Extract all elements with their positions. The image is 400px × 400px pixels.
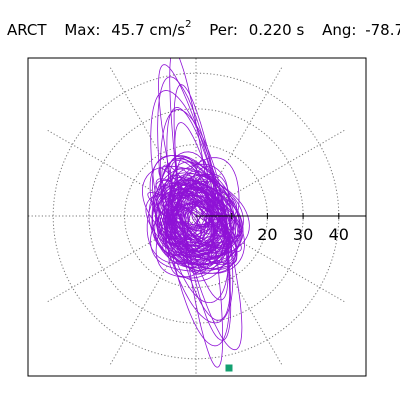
grid-spoke-120 [109, 67, 197, 217]
radial-tick-label-30: 30 [293, 225, 313, 244]
orbit-cluster-45 [146, 151, 227, 265]
orbit-cluster-81 [179, 203, 218, 255]
grid-spoke-210 [47, 215, 197, 303]
max-unit-exponent: 2 [185, 19, 192, 30]
station-code: ARCT [7, 21, 47, 39]
orbit-cluster-15 [149, 154, 235, 252]
orbit-large-2 [157, 76, 231, 347]
orbit-cluster-66 [158, 180, 240, 272]
orbit-cluster-69 [156, 179, 214, 228]
grid-spoke-30 [195, 129, 345, 217]
orbit-cluster-85 [173, 181, 222, 247]
plot-header: ARCT Max: 45.7 cm/s2 Per: 0.220 s Ang: -… [7, 18, 400, 39]
period-label: Per: [209, 21, 238, 39]
orbit-cluster-76 [162, 185, 238, 265]
grid-spoke-60 [195, 67, 283, 217]
max-value: 45.7 cm/s [111, 21, 186, 39]
orbit-cluster-80 [169, 184, 215, 257]
max-label: Max: [64, 21, 101, 39]
radial-tick-label-40: 40 [329, 225, 349, 244]
orbit-large-4 [150, 90, 234, 324]
orbit-cluster-87 [180, 191, 219, 254]
orbit-cluster-60 [148, 182, 232, 266]
orbit-cluster-65 [164, 174, 229, 260]
orbit-cluster-75 [152, 177, 234, 269]
grid-spoke-240 [109, 215, 197, 365]
grid-spoke-330 [195, 215, 345, 303]
orbit-large-5 [166, 107, 231, 321]
orbit-cluster-84 [167, 177, 208, 239]
angle-value: -78.7 [365, 21, 400, 39]
radial-tick-label-20: 20 [257, 225, 277, 244]
radial-axis: 20 30 40 [196, 213, 366, 244]
orbit-cluster-64 [185, 200, 211, 232]
orbit-large-3 [173, 84, 232, 341]
angle-label: Ang: [322, 21, 357, 39]
orbit-cluster-33 [170, 161, 240, 248]
plot-frame [27, 57, 367, 377]
orbit-large-1 [158, 64, 243, 351]
period-value: 0.220 s [248, 21, 305, 39]
grid-spoke-150 [47, 129, 197, 217]
motion-trace [141, 58, 250, 368]
peak-marker [225, 364, 233, 372]
orbit-cluster-79 [166, 194, 221, 241]
orbit-cluster-89 [145, 193, 238, 270]
peak-marker-layer [225, 364, 233, 372]
orbit-cluster-88 [154, 183, 226, 257]
orbit-large-0 [169, 58, 224, 368]
orbit-cluster-77 [151, 163, 229, 256]
